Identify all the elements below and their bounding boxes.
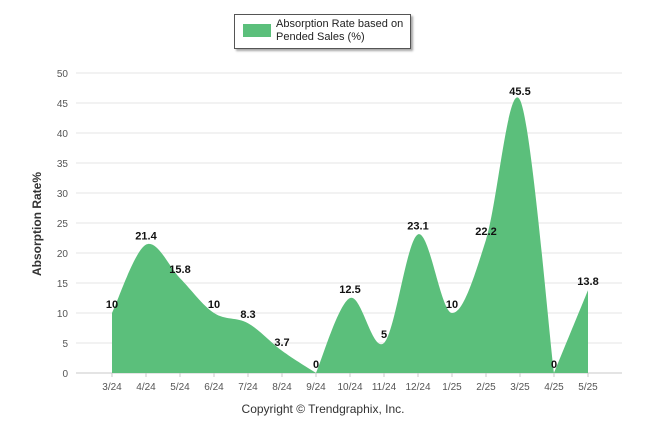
y-tick-label: 20	[57, 249, 69, 260]
data-label: 12.5	[339, 284, 360, 296]
x-tick-label: 6/24	[204, 382, 224, 393]
y-tick-label: 15	[57, 279, 69, 290]
x-tick-label: 4/25	[544, 382, 564, 393]
y-tick-label: 25	[57, 219, 69, 230]
area-series	[112, 243, 316, 373]
legend: Absorption Rate based on Pended Sales (%…	[234, 14, 411, 49]
x-tick-label: 7/24	[238, 382, 258, 393]
y-tick-label: 0	[62, 369, 68, 380]
y-tick-label: 10	[57, 309, 69, 320]
area-series	[554, 290, 588, 373]
x-tick-label: 1/25	[442, 382, 462, 393]
x-tick-label: 3/25	[510, 382, 530, 393]
x-tick-label: 10/24	[337, 382, 362, 393]
data-label: 15.8	[169, 264, 190, 276]
data-label: 10	[106, 299, 118, 311]
data-label: 22.2	[475, 226, 496, 238]
data-label: 10	[446, 299, 458, 311]
data-label: 5	[381, 329, 387, 341]
y-axis-title: Absorption Rate%	[30, 171, 44, 277]
data-label: 3.7	[274, 337, 289, 349]
y-tick-label: 30	[57, 189, 69, 200]
x-tick-label: 12/24	[405, 382, 430, 393]
x-tick-label: 4/24	[136, 382, 156, 393]
y-tick-label: 5	[62, 339, 68, 350]
x-tick-label: 8/24	[272, 382, 292, 393]
data-label: 13.8	[577, 276, 598, 288]
data-label: 45.5	[509, 86, 530, 98]
y-tick-label: 40	[57, 129, 69, 140]
data-label: 0	[313, 359, 319, 371]
x-tick-label: 5/24	[170, 382, 190, 393]
x-tick-label: 9/24	[306, 382, 326, 393]
copyright: Copyright © Trendgraphix, Inc.	[241, 402, 405, 416]
x-tick-label: 3/24	[102, 382, 122, 393]
area-series	[316, 97, 554, 373]
legend-label: Absorption Rate based on Pended Sales (%…	[276, 18, 404, 43]
x-tick-label: 11/24	[372, 382, 397, 393]
data-label: 23.1	[407, 220, 428, 232]
legend-swatch	[243, 24, 271, 37]
data-label: 10	[208, 299, 220, 311]
x-tick-label: 5/25	[578, 382, 598, 393]
data-label: 8.3	[240, 309, 255, 321]
y-tick-label: 50	[57, 69, 69, 80]
x-tick-label: 2/25	[476, 382, 496, 393]
data-label: 0	[551, 359, 557, 371]
data-label: 21.4	[135, 231, 157, 243]
y-tick-label: 35	[57, 159, 69, 170]
y-tick-label: 45	[57, 99, 69, 110]
